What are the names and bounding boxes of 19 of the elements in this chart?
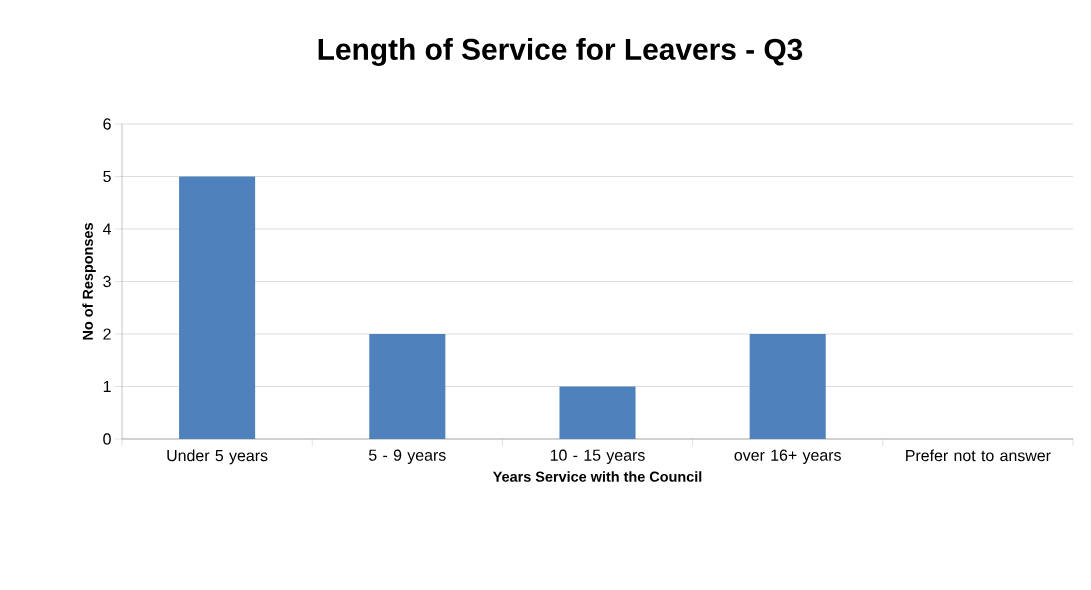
bar	[369, 334, 446, 439]
x-tick-label: Prefer not to answer	[906, 449, 1051, 462]
x-tick-label: 5 - 9 years	[368, 449, 446, 464]
bar	[749, 334, 826, 439]
y-tick-label: 1	[103, 381, 111, 392]
bar	[179, 176, 256, 439]
y-tick-label: 4	[102, 223, 111, 235]
chart-title: Length of Service for Leavers - Q3	[318, 38, 803, 66]
x-axis-title: Years Service with the Council	[492, 471, 702, 482]
y-tick-label: 2	[103, 328, 111, 340]
x-tick-label: 10 - 15 years	[550, 449, 645, 464]
x-tick-label: Under 5 years	[167, 449, 268, 465]
x-tick-label: over 16+ years	[734, 449, 841, 464]
y-tick-label: 3	[103, 275, 111, 288]
y-tick-label: 6	[103, 118, 111, 130]
bar	[559, 386, 636, 439]
y-axis-title: No of Responses	[82, 223, 96, 340]
y-tick-label: 5	[103, 170, 111, 183]
y-tick-label: 0	[103, 433, 111, 445]
